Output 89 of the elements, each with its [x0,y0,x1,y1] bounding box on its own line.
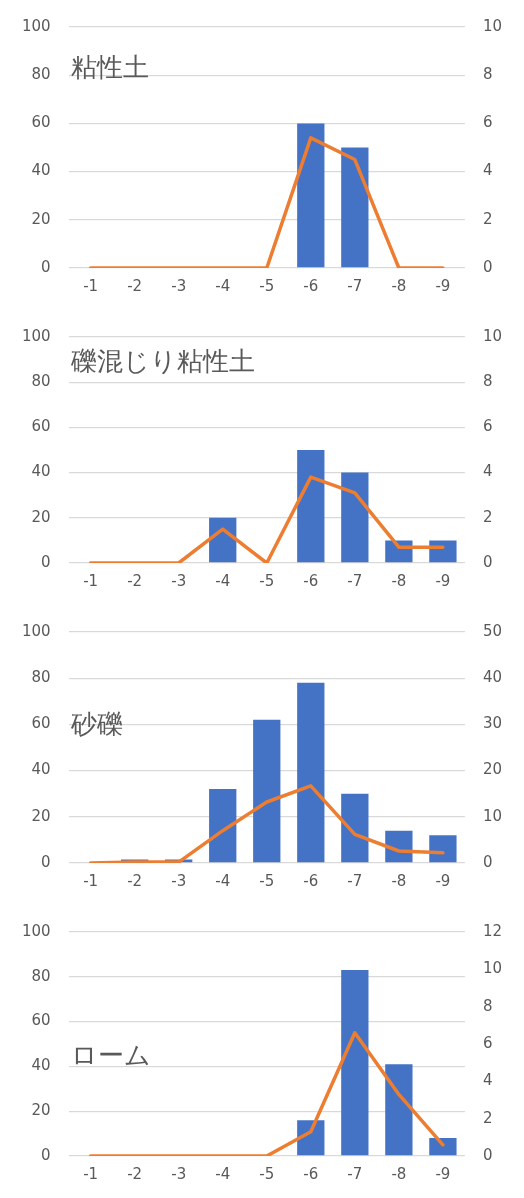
y-tick-label: 20 [31,1101,51,1120]
x-tick-label: -7 [347,1164,363,1183]
y-tick-label: 60 [31,1011,51,1030]
y-tick-label: 80 [31,372,51,391]
x-tick-label: -6 [303,871,319,890]
x-tick-label: -4 [215,276,231,295]
y-tick-label: 40 [31,462,51,481]
y2-tick-label: 4 [482,161,493,180]
x-tick-label: -6 [303,276,319,295]
y2-tick-label: 0 [482,257,493,276]
y-tick-label: 20 [31,209,51,228]
y2-tick-label: 8 [482,65,493,84]
y2-tick-label: 12 [482,921,503,940]
x-tick-label: -8 [391,871,407,890]
y-tick-label: 80 [31,65,51,84]
x-tick-label: -3 [171,571,187,590]
x-tick-label: -1 [83,276,99,295]
x-tick-label: -8 [391,276,407,295]
y-tick-label: 20 [31,806,51,825]
y2-tick-label: 10 [482,806,503,825]
x-tick-label: -9 [435,1164,451,1183]
y2-tick-label: 10 [482,16,503,35]
x-tick-label: -9 [435,571,451,590]
y-tick-label: 40 [31,1056,51,1075]
x-tick-label: -7 [347,571,363,590]
y-tick-label: 60 [31,113,51,132]
y2-tick-label: 0 [482,1145,493,1164]
y-tick-label: 0 [41,257,51,276]
x-tick-label: -1 [83,871,99,890]
y2-tick-label: 4 [482,1071,493,1090]
y-tick-label: 80 [31,668,51,687]
x-tick-label: -3 [171,1164,187,1183]
x-tick-label: -1 [83,571,99,590]
y2-tick-label: 4 [482,462,493,481]
y-tick-label: 0 [41,852,51,871]
x-tick-label: -8 [391,1164,407,1183]
x-tick-label: -5 [259,871,275,890]
x-tick-label: -4 [215,1164,231,1183]
y2-tick-label: 2 [482,507,493,526]
x-tick-label: -8 [391,571,407,590]
y2-tick-label: 6 [482,417,493,436]
y2-tick-label: 0 [482,552,493,571]
x-tick-label: -7 [347,871,363,890]
y-tick-label: 20 [31,507,51,526]
y2-tick-label: 10 [482,326,503,345]
x-tick-label: -5 [259,571,275,590]
x-tick-label: -3 [171,871,187,890]
y2-tick-label: 8 [482,996,493,1015]
chart-title: 礫混じり粘性土 [69,346,255,377]
x-tick-label: -5 [259,1164,275,1183]
y2-tick-label: 2 [482,209,493,228]
y2-tick-label: 30 [482,714,503,733]
y2-tick-label: 2 [482,1108,493,1127]
y-tick-label: 80 [31,966,51,985]
x-tick-label: -2 [127,871,143,890]
y-tick-label: 100 [21,16,51,35]
y-tick-label: 100 [21,921,51,940]
x-tick-label: -4 [215,571,231,590]
x-tick-label: -1 [83,1164,99,1183]
x-tick-label: -2 [127,571,143,590]
y2-tick-label: 6 [482,113,493,132]
y2-tick-label: 10 [482,959,503,978]
x-tick-label: -2 [127,276,143,295]
y2-tick-label: 50 [482,621,503,640]
y2-tick-label: 0 [482,852,493,871]
y-tick-label: 60 [31,714,51,733]
text: ローム [70,1039,151,1070]
y-tick-label: 0 [41,1145,51,1164]
text: 粘性土 [70,51,149,82]
text: 砂礫 [69,708,123,739]
y-tick-label: 100 [21,621,51,640]
y-tick-label: 100 [21,326,51,345]
x-tick-label: -2 [127,1164,143,1183]
y-tick-label: 60 [31,417,51,436]
y2-tick-label: 8 [482,372,493,391]
x-tick-label: -5 [259,276,275,295]
y2-tick-label: 40 [482,668,503,687]
y-tick-label: 40 [31,161,51,180]
y2-tick-label: 6 [482,1033,493,1052]
y-tick-label: 40 [31,760,51,779]
x-tick-label: -6 [303,571,319,590]
x-tick-label: -4 [215,871,231,890]
x-tick-label: -3 [171,276,187,295]
x-tick-label: -6 [303,1164,319,1183]
x-tick-label: -7 [347,276,363,295]
y-tick-label: 0 [41,552,51,571]
y2-tick-label: 20 [482,760,503,779]
x-tick-label: -9 [435,276,451,295]
x-tick-label: -9 [435,871,451,890]
